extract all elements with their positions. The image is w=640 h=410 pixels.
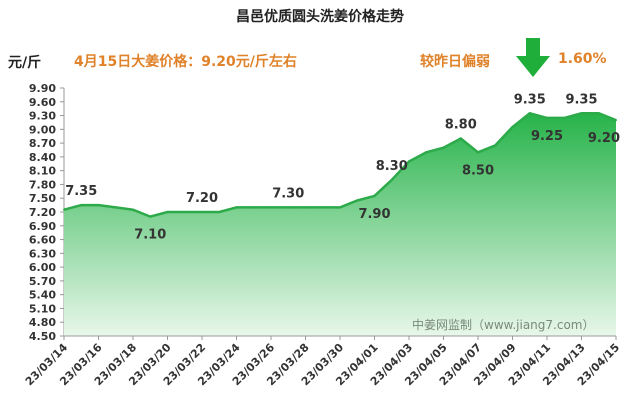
area-fill — [64, 113, 616, 336]
y-tick-label: 5.10 — [29, 302, 56, 315]
data-label: 9.35 — [514, 92, 546, 107]
data-point — [511, 126, 514, 129]
data-point — [80, 204, 83, 207]
y-tick-label: 8.10 — [29, 165, 56, 178]
data-label: 9.25 — [531, 129, 563, 144]
y-tick-label: 7.50 — [29, 192, 56, 205]
y-tick-label: 9.00 — [29, 123, 56, 136]
data-point — [304, 206, 307, 209]
data-labels: 7.35 7.10 7.20 7.30 7.90 8.30 8.80 8.50 9.35 9.25… — [65, 92, 620, 242]
y-tick-label: 6.00 — [29, 261, 56, 274]
data-point — [63, 208, 65, 211]
y-axis: 9.909.609.309.008.708.408.107.807.507.20… — [29, 82, 65, 343]
data-point — [132, 208, 134, 211]
data-label: 8.50 — [462, 163, 494, 178]
data-point — [287, 206, 290, 209]
price-headline: 4月15日大姜价格：9.20元/斤左右 — [74, 54, 297, 70]
y-tick-label: 5.40 — [29, 289, 56, 302]
data-point — [97, 204, 100, 207]
data-point — [373, 194, 376, 197]
y-tick-label: 9.90 — [29, 82, 56, 95]
chart-title: 昌邑优质圆头洗姜价格走势 — [236, 9, 404, 25]
data-point — [528, 112, 531, 115]
data-point — [563, 116, 566, 119]
data-point — [494, 144, 497, 147]
data-point — [166, 211, 169, 213]
y-tick-label: 6.30 — [29, 247, 56, 260]
data-point — [270, 206, 272, 209]
data-label: 7.30 — [272, 186, 304, 201]
data-point — [425, 151, 428, 154]
data-label: 7.20 — [186, 191, 218, 206]
data-point — [546, 116, 548, 119]
data-point — [201, 211, 203, 213]
y-tick-label: 4.80 — [29, 316, 56, 329]
data-label: 7.90 — [358, 207, 390, 222]
data-point — [580, 112, 583, 115]
y-tick-label: 8.70 — [29, 137, 56, 150]
data-label: 8.80 — [445, 118, 477, 133]
data-point — [114, 206, 117, 209]
data-label: 8.30 — [376, 159, 408, 174]
data-point — [339, 206, 341, 209]
y-tick-label: 6.60 — [29, 234, 56, 247]
data-label: 9.35 — [565, 92, 597, 107]
plot-area — [63, 111, 617, 336]
y-tick-label: 4.50 — [29, 330, 56, 343]
data-label: 9.20 — [588, 131, 620, 146]
y-tick-label: 8.40 — [29, 151, 56, 164]
y-tick-label: 9.60 — [29, 96, 56, 109]
data-point — [356, 199, 359, 202]
y-unit-label: 元/斤 — [8, 55, 42, 71]
compare-label: 较昨日偏弱 — [420, 54, 490, 70]
data-point — [615, 119, 617, 122]
y-tick-label: 7.20 — [29, 206, 56, 219]
down-arrow-icon — [516, 38, 550, 77]
data-point — [149, 215, 152, 218]
data-point — [183, 211, 186, 213]
watermark: 中姜网监制（www.jiang7.com） — [412, 318, 595, 332]
compare-percent: 1.60% — [558, 51, 607, 67]
y-tick-label: 9.30 — [29, 110, 56, 123]
y-tick-label: 7.80 — [29, 178, 56, 191]
data-point — [218, 211, 221, 213]
data-point — [459, 137, 462, 140]
data-point — [321, 206, 324, 209]
data-point — [477, 151, 479, 154]
y-tick-label: 5.70 — [29, 275, 56, 288]
data-point — [390, 178, 393, 181]
data-point — [442, 146, 445, 149]
data-point — [235, 206, 238, 209]
data-point — [252, 206, 255, 209]
data-label: 7.10 — [134, 228, 166, 243]
data-point — [597, 112, 600, 115]
x-axis: 23/03/1423/03/1623/03/1823/03/2023/03/22… — [23, 335, 622, 388]
data-point — [408, 160, 410, 163]
data-label: 7.35 — [65, 184, 97, 199]
y-tick-label: 6.90 — [29, 220, 56, 233]
